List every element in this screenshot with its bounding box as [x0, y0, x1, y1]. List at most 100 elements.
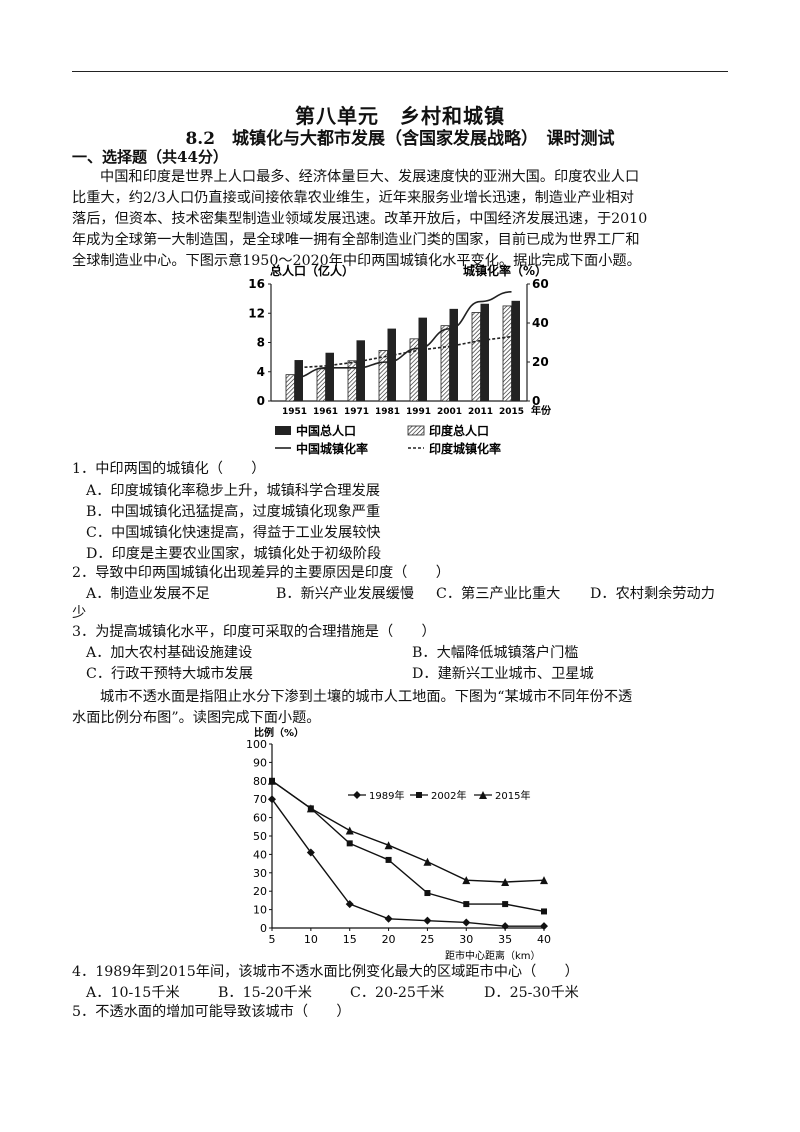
passage-1-line: 中国和印度是世界上人口最多、经济体量巨大、发展速度快的亚洲大国。印度农业人口	[100, 169, 640, 185]
data-point-2015	[306, 804, 315, 813]
y-tick-label: 40	[253, 848, 267, 861]
question-2-option-c[interactable]: C．第三产业比重大	[436, 586, 561, 602]
data-point-1989	[501, 922, 510, 931]
question-3-option-d[interactable]: D．建新兴工业城市、卫星城	[412, 666, 594, 682]
data-point-2015	[501, 878, 510, 886]
china-pop-bar	[294, 360, 303, 401]
question-2-option-a[interactable]: A．制造业发展不足	[86, 586, 210, 602]
data-point-1989	[268, 795, 276, 804]
y-tick-label: 50	[253, 830, 267, 843]
x-axis-title: 距市中心距离（km）	[445, 949, 541, 962]
y-tick-label: 80	[253, 775, 267, 788]
legend-china-pop-swatch	[275, 426, 291, 435]
india-pop-bar	[316, 368, 326, 402]
question-2-option-b[interactable]: B．新兴产业发展缓慢	[276, 586, 415, 602]
india-pop-bar	[471, 312, 481, 402]
right-axis-title: 城镇化率（%）	[463, 263, 547, 278]
question-1-option-b[interactable]: B．中国城镇化迅猛提高，过度城镇化现象严重	[86, 504, 381, 520]
x-tick-label: 35	[498, 933, 512, 946]
population-urbanization-chart: 总人口（亿人） 城镇化率（%） 0 4 8 12 16 0 20 40 60 1951 1961 19…	[248, 263, 552, 456]
question-4-option-b[interactable]: B．15-20千米	[218, 985, 312, 1001]
x-tick-label: 40	[537, 933, 551, 946]
china-pop-bar	[387, 328, 396, 401]
data-point-2015	[384, 841, 393, 850]
right-tick-label: 20	[532, 355, 549, 369]
china-pop-bar	[325, 352, 334, 401]
section-title: 一、选择题（共44分）	[72, 148, 228, 166]
legend-india-urban: 印度城镇化率	[429, 441, 501, 456]
x-tick-label: 1981	[375, 407, 400, 417]
x-tick-label: 1971	[344, 407, 369, 417]
question-1-option-a[interactable]: A．印度城镇化率稳步上升，城镇科学合理发展	[86, 483, 380, 499]
china-pop-bar	[449, 308, 458, 401]
china-pop-bar	[511, 300, 520, 401]
question-2-stem: 2．导致中印两国城镇化出现差异的主要原因是印度（ ）	[72, 565, 450, 581]
header-rule	[72, 71, 728, 72]
left-axis-title: 总人口（亿人）	[270, 263, 354, 278]
question-4-option-d[interactable]: D．25-30千米	[484, 985, 579, 1001]
question-2-option-d[interactable]: D．农村剩余劳动力	[590, 586, 715, 602]
right-tick-label: 60	[532, 277, 549, 291]
passage-2-line: 城市不透水面是指阻止水分下渗到土壤的城市人工地面。下图为“某城市不同年份不透	[100, 689, 633, 705]
y-tick-label: 70	[253, 793, 267, 806]
right-tick-label: 0	[532, 394, 540, 408]
y-tick-label: 10	[253, 904, 267, 917]
india-pop-bar	[347, 360, 357, 402]
question-1-stem: 1．中印两国的城镇化（ ）	[72, 461, 266, 477]
data-point-1989	[345, 900, 354, 909]
question-3-option-a[interactable]: A．加大农村基础设施建设	[86, 645, 253, 661]
china-pop-bar	[356, 340, 365, 401]
series-line	[271, 798, 544, 927]
question-4-stem: 4．1989年到2015年间，该城市不透水面比例变化最大的区域距市中心（ ）	[72, 964, 579, 980]
india-pop-bar	[502, 305, 512, 402]
y-tick-label: 60	[253, 812, 267, 825]
china-urbanization-line	[294, 291, 512, 379]
x-tick-label: 2011	[468, 407, 493, 417]
question-4-option-a[interactable]: A．10-15千米	[86, 985, 180, 1001]
data-point-1989	[462, 918, 471, 927]
legend-label-1989: 1989年	[369, 789, 404, 802]
x-tick-label: 5	[269, 933, 276, 946]
right-tick-label: 40	[532, 316, 549, 330]
data-point-1989	[540, 922, 548, 931]
legend: 1989年 2002年 2015年	[348, 789, 530, 802]
x-tick-label: 10	[304, 933, 318, 946]
question-3-option-c[interactable]: C．行政干预特大城市发展	[86, 666, 253, 682]
passage-1-line: 比重大，约2/3人口仍直接或间接依靠农业维生，近年来服务业增长迅速，制造业产业相…	[72, 190, 634, 206]
question-4-option-c[interactable]: C．20-25千米	[350, 985, 445, 1001]
left-tick-label: 12	[248, 306, 265, 320]
question-1-option-d[interactable]: D．印度是主要农业国家，城镇化处于初级阶段	[86, 546, 382, 562]
passage-1-line: 全球制造业中心。下图示意1950～2020年中印两国城镇化水平变化。据此完成下面…	[72, 253, 641, 269]
x-tick-label: 25	[420, 933, 434, 946]
x-tick-label: 2001	[437, 407, 462, 417]
legend-marker-2015	[479, 791, 487, 799]
x-unit-label: 年份	[531, 404, 552, 417]
legend-marker-2002	[416, 792, 422, 798]
data-point-2015	[268, 776, 276, 785]
left-tick-label: 0	[257, 394, 265, 408]
y-tick-label: 20	[253, 885, 267, 898]
x-tick-label: 30	[459, 933, 473, 946]
data-point-2002	[346, 840, 353, 847]
left-tick-label: 4	[257, 365, 265, 379]
question-3-option-b[interactable]: B．大幅降低城镇落户门槛	[412, 645, 579, 661]
y-axis-title: 比例（%）	[254, 726, 304, 739]
question-2-option-d-continued: 少	[72, 605, 87, 621]
india-urbanization-line	[294, 335, 512, 369]
legend-label-2002: 2002年	[431, 789, 466, 802]
data-point-2002	[424, 890, 431, 897]
china-pop-bar	[418, 317, 427, 401]
x-tick-label: 1951	[282, 407, 307, 417]
china-pop-bar	[480, 303, 489, 401]
passage-1-line: 年成为全球第一大制造国，是全球唯一拥有全部制造业门类的国家，目前已成为世界工厂和	[72, 232, 640, 248]
legend-label-2015: 2015年	[495, 789, 530, 802]
data-point-2015	[423, 857, 432, 866]
legend-india-pop-swatch	[407, 425, 425, 436]
x-tick-label: 1961	[313, 407, 338, 417]
question-1-option-c[interactable]: C．中国城镇化快速提高，得益于工业发展较快	[86, 525, 381, 541]
y-tick-label: 0	[260, 922, 267, 935]
data-point-2015	[540, 876, 548, 885]
y-tick-label: 100	[246, 738, 267, 751]
india-pop-bar	[440, 325, 450, 402]
legend-china-pop: 中国总人口	[296, 423, 356, 438]
